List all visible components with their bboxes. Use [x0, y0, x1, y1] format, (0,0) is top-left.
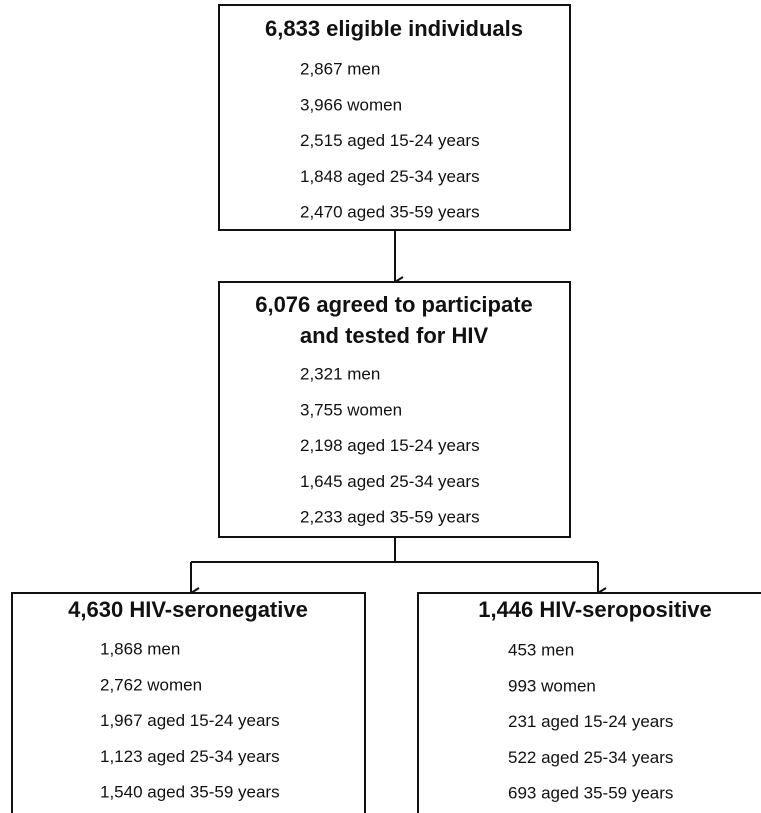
node-item: 2,515 aged 15-24 years [300, 131, 480, 150]
node-item: 2,321 men [300, 364, 380, 383]
node-title: 6,833 eligible individuals [265, 16, 523, 41]
node-item: 231 aged 15-24 years [508, 712, 673, 731]
node-title: 4,630 HIV-seronegative [68, 597, 308, 622]
node-item: 693 aged 35-59 years [508, 784, 673, 803]
node-title: 6,076 agreed to participate [255, 292, 533, 317]
node-item: 2,470 aged 35-59 years [300, 203, 480, 222]
node-item: 522 aged 25-34 years [508, 748, 673, 767]
node-item: 2,762 women [100, 675, 202, 694]
node-item: 1,540 aged 35-59 years [100, 783, 280, 802]
node-item: 2,867 men [300, 59, 380, 78]
node-item: 1,123 aged 25-34 years [100, 747, 280, 766]
node-title: 1,446 HIV-seropositive [478, 597, 712, 622]
node-box [11, 592, 366, 813]
node-box [218, 281, 571, 538]
connector [191, 537, 598, 563]
node-item: 2,233 aged 35-59 years [300, 508, 480, 527]
node-item: 3,966 women [300, 95, 402, 114]
node-item: 2,198 aged 15-24 years [300, 436, 480, 455]
node-item: 3,755 women [300, 400, 402, 419]
node-title: and tested for HIV [300, 323, 489, 348]
node-item: 1,868 men [100, 639, 180, 658]
node-item: 1,967 aged 15-24 years [100, 711, 280, 730]
node-box [218, 4, 571, 231]
node-item: 993 women [508, 676, 596, 695]
nodes: 6,833 eligible individuals 2,867 men 3,966… [11, 4, 761, 813]
node-item: 453 men [508, 640, 574, 659]
node-box [417, 592, 761, 813]
node-item: 1,848 aged 25-34 years [300, 167, 480, 186]
node-item: 1,645 aged 25-34 years [300, 472, 480, 491]
